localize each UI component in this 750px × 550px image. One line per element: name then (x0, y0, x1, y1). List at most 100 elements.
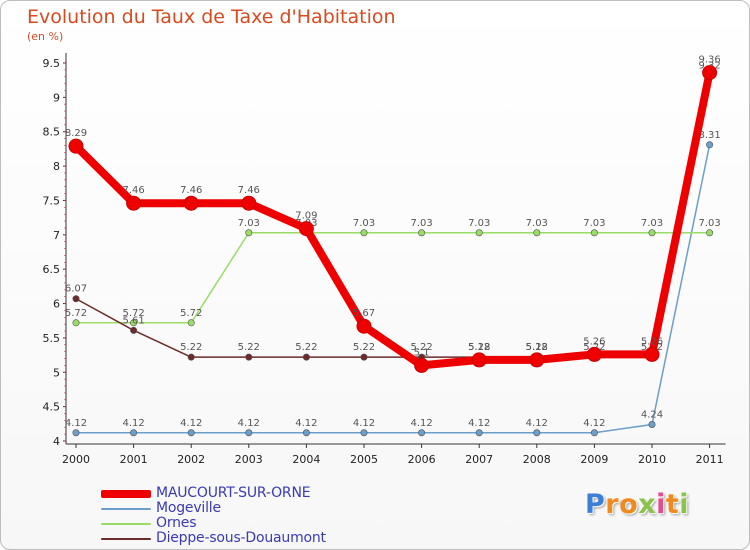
x-tick-label: 2008 (523, 453, 551, 466)
data-point (590, 229, 598, 237)
data-point (586, 346, 602, 362)
data-label: 7.03 (468, 218, 490, 229)
data-point (706, 141, 714, 149)
data-point (418, 229, 426, 237)
data-label: 4.12 (295, 418, 317, 429)
data-label: 8.29 (65, 128, 87, 139)
data-label: 6.07 (65, 284, 87, 295)
logo-letter: r (605, 489, 620, 520)
data-point (241, 195, 257, 211)
data-label: 5.22 (238, 342, 260, 353)
x-tick-label: 2002 (177, 453, 205, 466)
data-label: 4.12 (410, 418, 432, 429)
data-label: 4.12 (122, 418, 144, 429)
legend-swatch (101, 508, 151, 510)
data-label: 5.72 (122, 308, 144, 319)
data-label: 5.22 (526, 342, 548, 353)
data-label: 7.03 (410, 218, 432, 229)
y-tick-label: 9.5 (43, 57, 61, 70)
data-point (648, 421, 656, 429)
data-label: 5.22 (410, 342, 432, 353)
series-line (75, 144, 711, 434)
data-label: 4.24 (641, 410, 663, 421)
data-point (414, 357, 430, 373)
data-point (298, 221, 314, 237)
x-tick-label: 2010 (638, 453, 666, 466)
legend-label: Dieppe-sous-Douaumont (156, 530, 326, 546)
data-label: 5.18 (468, 342, 490, 353)
data-point (187, 319, 195, 327)
y-tick-label: 5 (53, 366, 60, 379)
data-point (72, 319, 80, 327)
data-point (590, 429, 598, 437)
x-tick-label: 2001 (120, 453, 148, 466)
data-label: 5.67 (353, 308, 375, 319)
data-point (533, 229, 541, 237)
x-tick-label: 2006 (408, 453, 436, 466)
data-label: 7.09 (295, 211, 317, 222)
legend-label: Ornes (156, 515, 197, 531)
series-mogeville: 4.12 4.12 4.12 4.12 4.12 4.12 4.12 4.12 4.12 4.12… (65, 130, 721, 437)
logo-letter: o (619, 489, 639, 520)
x-tick-label: 2007 (465, 453, 493, 466)
y-tick-label: 7.5 (43, 194, 61, 207)
series-line (75, 74, 711, 358)
data-label: 5.22 (353, 342, 375, 353)
x-tick-label: 2000 (62, 453, 90, 466)
x-tick-label: 2003 (235, 453, 263, 466)
data-point (475, 229, 483, 237)
data-label: 4.12 (583, 418, 605, 429)
logo-letter: t (665, 489, 680, 520)
data-label: 7.03 (526, 218, 548, 229)
data-label: 4.12 (353, 418, 375, 429)
data-point (529, 352, 545, 368)
data-point (126, 195, 142, 211)
series-maucourt-sur-orne: 8.29 7.46 7.46 7.46 7.09 5.67 5.1 5.18 5.18 5.26 5… (65, 55, 721, 373)
data-point (360, 429, 368, 437)
y-tick-label: 4.5 (43, 401, 61, 414)
data-label: 5.1 (414, 347, 430, 358)
y-tick-label: 8 (53, 160, 60, 173)
legend-label: Mogeville (156, 500, 221, 516)
logo-letter: x (638, 489, 657, 520)
data-label: 5.72 (65, 308, 87, 319)
y-tick-label: 6 (53, 298, 60, 311)
y-tick-label: 9 (53, 91, 60, 104)
logo-letter: i (679, 489, 690, 520)
data-point (648, 229, 656, 237)
data-point (475, 429, 483, 437)
legend-swatch (101, 523, 151, 525)
data-point (702, 65, 718, 81)
y-tick-label: 7 (53, 229, 60, 242)
data-point (130, 429, 138, 437)
data-label: 7.03 (583, 218, 605, 229)
legend-swatch (101, 490, 151, 498)
data-label: 5.61 (122, 315, 144, 326)
data-point (187, 353, 195, 361)
data-point (360, 353, 368, 361)
data-label: 7.03 (641, 218, 663, 229)
data-point (302, 353, 310, 361)
data-point (302, 429, 310, 437)
chart-unit: (en %) (27, 30, 64, 43)
logo-letter: P (585, 489, 606, 520)
data-label: 5.22 (295, 342, 317, 353)
data-point (130, 319, 138, 327)
data-point (644, 346, 660, 362)
x-tick-label: 2004 (292, 453, 320, 466)
data-label: 4.12 (468, 418, 490, 429)
x-tick-label: 2009 (580, 453, 608, 466)
data-label: 4.12 (65, 418, 87, 429)
data-point (187, 429, 195, 437)
data-point (471, 352, 487, 368)
data-point (68, 138, 84, 154)
y-tick-label: 6.5 (43, 263, 61, 276)
series-ornes: 5.72 5.72 5.72 7.03 7.03 7.03 7.03 7.03 7.03 7.03… (65, 218, 721, 327)
data-label: 4.12 (238, 418, 260, 429)
series-dieppe-sous-douaumont: 6.075.615.225.225.225.225.225.225.225.22… (65, 60, 721, 361)
data-label: 5.26 (583, 336, 605, 347)
data-point (356, 318, 372, 334)
chart-title: Evolution du Taux de Taxe d'Habitation (27, 6, 396, 28)
x-tick-label: 2005 (350, 453, 378, 466)
